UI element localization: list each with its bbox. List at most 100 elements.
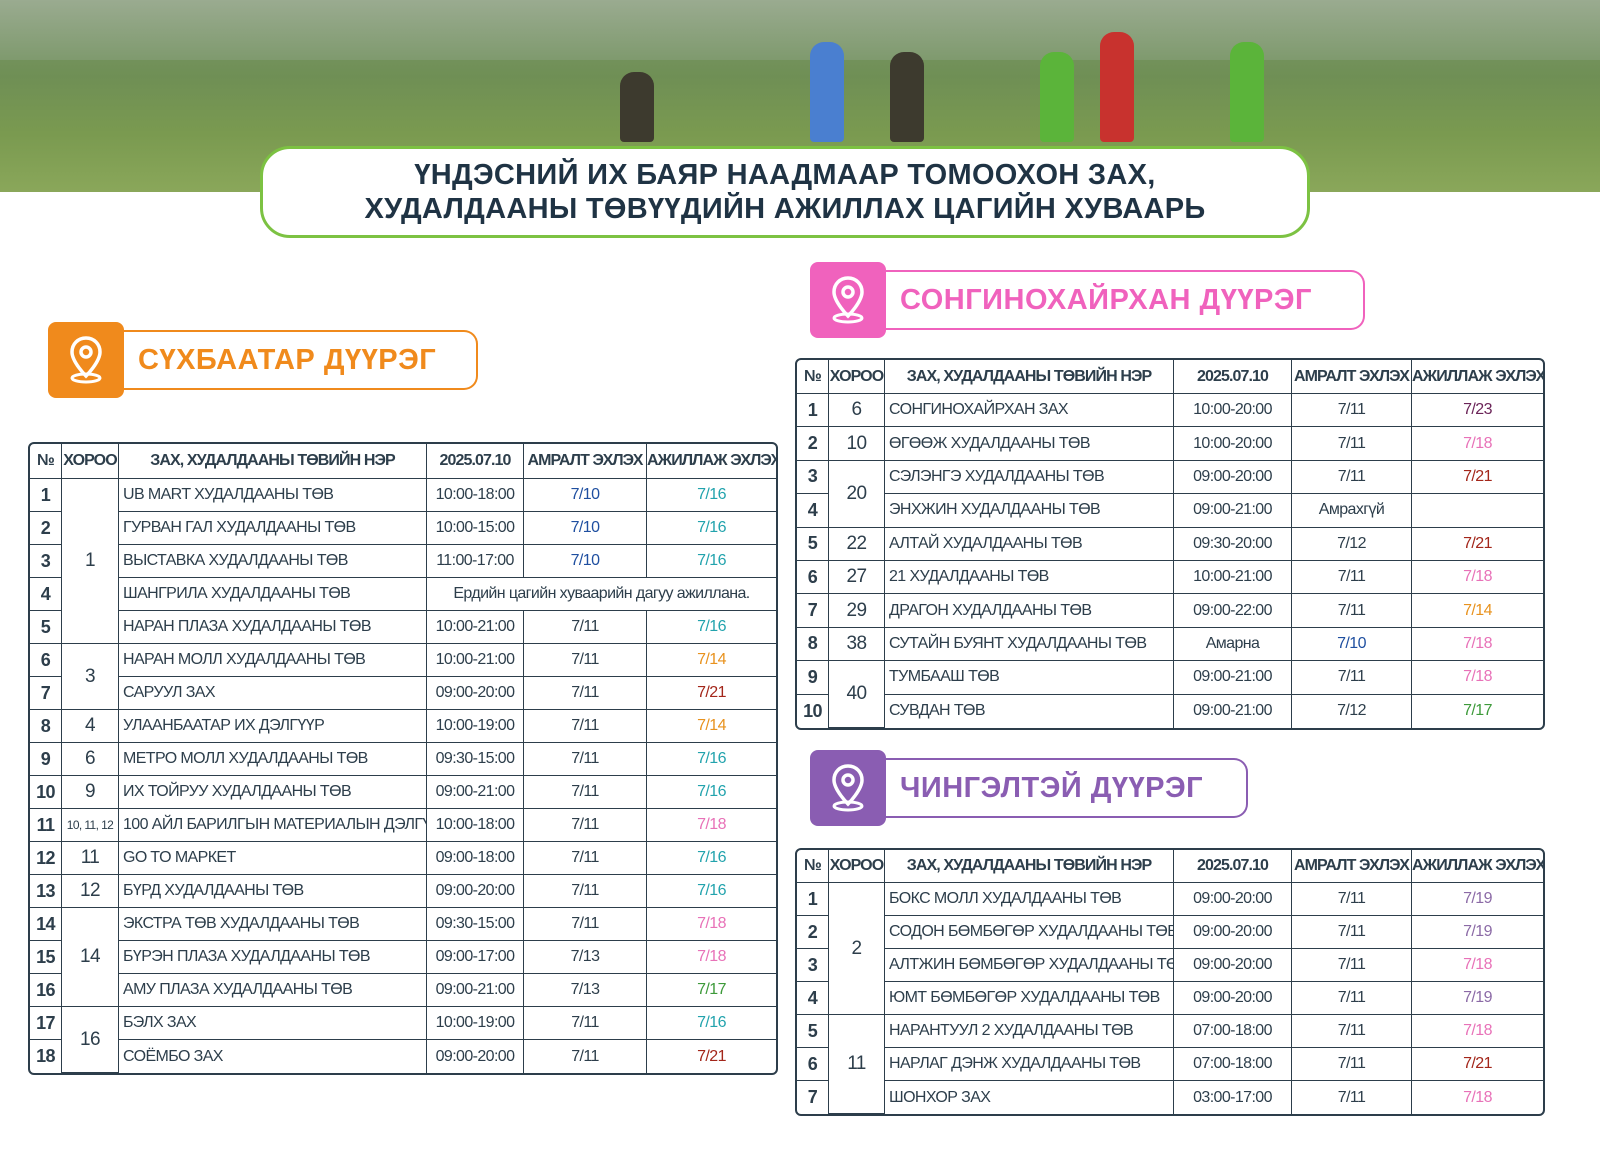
row-number: 6 bbox=[797, 560, 829, 595]
row-number: 6 bbox=[30, 644, 62, 677]
schedule-table: № ХОРОО ЗАХ, ХУДАЛДААНЫ ТӨВИЙН НЭР 2025.07.… bbox=[795, 848, 1545, 1116]
rest-start: 7/11 bbox=[1292, 916, 1412, 949]
work-start: 7/16 bbox=[647, 743, 776, 776]
rest-start: 7/11 bbox=[1292, 460, 1412, 495]
schedule-table: № ХОРОО ЗАХ, ХУДАЛДААНЫ ТӨВИЙН НЭР 2025.07.… bbox=[795, 358, 1545, 730]
table-row: 10 9 ИХ ТОЙРУУ ХУДАЛДААНЫ ТӨВ 09:00-21:00 7/… bbox=[30, 776, 776, 809]
row-number: 2 bbox=[797, 916, 829, 949]
hours: 10:00-21:00 bbox=[427, 644, 524, 677]
work-start: 7/18 bbox=[1412, 1015, 1543, 1048]
table-row: 1 6 СОНГИНОХАЙРХАН ЗАХ 10:00-20:00 7/11 7/23 bbox=[797, 394, 1543, 428]
page-title-line2: ХУДАЛДААНЫ ТӨВҮҮДИЙН АЖИЛЛАХ ЦАГИЙН ХУВА… bbox=[364, 193, 1206, 225]
work-start: 7/16 bbox=[647, 479, 776, 512]
hours: 10:00-19:00 bbox=[427, 1007, 524, 1040]
row-number: 15 bbox=[30, 941, 62, 974]
khoroo: 3 bbox=[62, 644, 119, 710]
khoroo: 22 bbox=[829, 527, 885, 561]
hours: 09:00-17:00 bbox=[427, 941, 524, 974]
column-header: АЖИЛЛАЖ ЭХЛЭХ bbox=[1412, 850, 1543, 883]
hours: 09:00-18:00 bbox=[427, 842, 524, 875]
khoroo: 29 bbox=[829, 594, 885, 628]
table-row: 13 12 БҮРД ХУДАЛДААНЫ ТӨВ 09:00-20:00 7/11 7/… bbox=[30, 875, 776, 908]
rest-start: 7/11 bbox=[524, 842, 647, 875]
page-title-line1: ҮНДЭСНИЙ ИХ БАЯР НААДМААР ТОМООХОН ЗАХ, bbox=[414, 159, 1156, 191]
rest-start: 7/12 bbox=[1292, 527, 1412, 561]
rest-start: 7/11 bbox=[1292, 949, 1412, 982]
khoroo: 38 bbox=[829, 627, 885, 662]
row-number: 1 bbox=[30, 479, 62, 512]
row-number: 2 bbox=[797, 427, 829, 461]
row-number: 5 bbox=[797, 1015, 829, 1048]
table-row: 10 СУВДАН ТӨВ 09:00-21:00 7/12 7/17 bbox=[797, 694, 1543, 728]
rest-start: 7/11 bbox=[1292, 982, 1412, 1015]
hours: 10:00-20:00 bbox=[1174, 427, 1292, 461]
hours: 09:00-20:00 bbox=[427, 677, 524, 710]
rider bbox=[1230, 42, 1264, 142]
hours: 10:00-20:00 bbox=[1174, 394, 1292, 428]
row-number: 9 bbox=[797, 661, 829, 695]
rest-start: 7/10 bbox=[524, 479, 647, 512]
work-start: 7/21 bbox=[697, 1047, 726, 1065]
rider bbox=[810, 42, 844, 142]
venue-name: GO TO МАРКЕТ bbox=[119, 842, 427, 875]
district-name: ЧИНГЭЛТЭЙ ДҮҮРЭГ bbox=[878, 758, 1248, 818]
venue-name: АЛТЖИН БӨМБӨГӨР ХУДАЛДААНЫ ТӨВ bbox=[885, 949, 1174, 982]
work-start: 7/21 bbox=[1412, 528, 1543, 561]
district-badge: СОНГИНОХАЙРХАН ДҮҮРЭГ bbox=[810, 262, 1365, 338]
hours: 07:00-18:00 bbox=[1174, 1015, 1292, 1048]
row-number: 5 bbox=[797, 527, 829, 561]
column-header: 2025.07.10 bbox=[427, 444, 524, 479]
rest-start: 7/11 bbox=[524, 611, 647, 644]
rest-start: 7/11 bbox=[1292, 594, 1412, 628]
venue-name: ШАНГРИЛА ХУДАЛДААНЫ ТӨВ bbox=[119, 578, 427, 611]
table-row: 8 4 УЛААНБААТАР ИХ ДЭЛГҮҮР 10:00-19:00 7/11 7… bbox=[30, 710, 776, 743]
venue-name: UB MART ХУДАЛДААНЫ ТӨВ bbox=[119, 479, 427, 512]
table-row: 2 СОДОН БӨМБӨГӨР ХУДАЛДААНЫ ТӨВ 09:00-20:0… bbox=[797, 916, 1543, 949]
venue-name: НАРАНТУУЛ 2 ХУДАЛДААНЫ ТӨВ bbox=[885, 1015, 1174, 1048]
venue-name: ТУМБААШ ТӨВ bbox=[885, 661, 1174, 695]
rest-start: 7/11 bbox=[524, 710, 647, 743]
work-start: 7/16 bbox=[647, 776, 776, 809]
work-start: 7/14 bbox=[647, 710, 776, 743]
hours: 09:00-20:00 bbox=[1174, 916, 1292, 949]
rest-start: 7/10 bbox=[524, 512, 647, 545]
hours: 09:00-21:00 bbox=[1174, 694, 1292, 728]
venue-name: НАРЛАГ ДЭНЖ ХУДАЛДААНЫ ТӨВ bbox=[885, 1048, 1174, 1081]
column-header: № bbox=[797, 360, 829, 394]
row-number: 3 bbox=[797, 460, 829, 495]
venue-name: АЛТАЙ ХУДАЛДААНЫ ТӨВ bbox=[885, 527, 1174, 561]
row-number: 3 bbox=[797, 949, 829, 982]
table-row: 6 27 21 ХУДАЛДААНЫ ТӨВ 10:00-21:00 7/11 7/18 bbox=[797, 560, 1543, 595]
table-row: 7 ШОНХОР ЗАХ 03:00-17:00 7/11 7/18 bbox=[797, 1081, 1543, 1114]
rest-start: 7/11 bbox=[524, 743, 647, 776]
rider bbox=[1100, 32, 1134, 142]
venue-name: СЭЛЭНГЭ ХУДАЛДААНЫ ТӨВ bbox=[885, 460, 1174, 495]
hours: 09:00-20:00 bbox=[427, 875, 524, 908]
venue-name: НАРАН ПЛАЗА ХУДАЛДААНЫ ТӨВ bbox=[119, 611, 427, 644]
rest-start: 7/11 bbox=[524, 908, 647, 941]
table-row: 11 10, 11, 12 100 АЙЛ БАРИЛГЫН МАТЕРИАЛЫН … bbox=[30, 809, 776, 842]
table-row: 3 АЛТЖИН БӨМБӨГӨР ХУДАЛДААНЫ ТӨВ 09:00-20:… bbox=[797, 949, 1543, 982]
venue-name: ГУРВАН ГАЛ ХУДАЛДААНЫ ТӨВ bbox=[119, 512, 427, 545]
work-start: 7/14 bbox=[1412, 594, 1543, 628]
venue-name: ИХ ТОЙРУУ ХУДАЛДААНЫ ТӨВ bbox=[119, 776, 427, 809]
khoroo: 12 bbox=[62, 875, 119, 908]
work-start: 7/21 bbox=[1412, 1048, 1543, 1081]
venue-name: БҮРД ХУДАЛДААНЫ ТӨВ bbox=[119, 875, 427, 908]
work-start: 7/23 bbox=[1412, 394, 1543, 428]
khoroo: 10 bbox=[829, 427, 885, 461]
table-row: 4 ШАНГРИЛА ХУДАЛДААНЫ ТӨВ Ердийн цагийн ху… bbox=[30, 578, 776, 611]
row-number: 7 bbox=[797, 594, 829, 628]
hours: 09:00-20:00 bbox=[427, 1040, 524, 1073]
work-start: 7/18 bbox=[1412, 628, 1543, 662]
khoroo: 6 bbox=[829, 394, 885, 428]
table-row: 12 11 GO TO МАРКЕТ 09:00-18:00 7/11 7/16 bbox=[30, 842, 776, 875]
table-row: 14 14 ЭКСТРА ТӨВ ХУДАЛДААНЫ ТӨВ 09:30-15:00… bbox=[30, 908, 776, 1007]
location-pin-icon bbox=[810, 750, 886, 826]
table-row: 3 20 СЭЛЭНГЭ ХУДАЛДААНЫ ТӨВ 09:00-20:00 7/11… bbox=[797, 460, 1543, 528]
work-start: 7/18 bbox=[1412, 661, 1543, 695]
work-start: 7/18 bbox=[1412, 949, 1543, 982]
khoroo: 10, 11, 12 bbox=[62, 809, 119, 842]
work-start: 7/16 bbox=[647, 545, 776, 578]
work-start: 7/17 bbox=[1463, 702, 1492, 720]
